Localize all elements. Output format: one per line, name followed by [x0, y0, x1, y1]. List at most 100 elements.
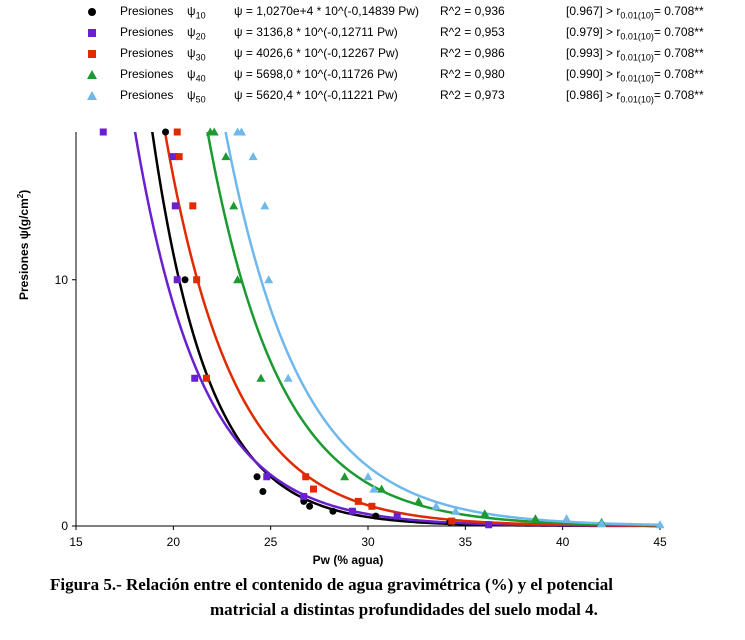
y-axis-label-text: Presiones ψ(g/cm — [17, 198, 31, 300]
data-point — [236, 127, 246, 136]
x-tick-label: 25 — [264, 535, 278, 549]
data-point — [530, 514, 540, 523]
caption-line-1: Figura 5.- Relación entre el contenido d… — [50, 575, 613, 594]
legend-correlation: [0.993] > r0.01(10)= 0.708** — [566, 46, 704, 63]
legend-correlation: [0.979] > r0.01(10)= 0.708** — [566, 25, 704, 42]
legend-series-name: Presiones — [120, 46, 174, 60]
data-point — [655, 520, 665, 529]
legend-correlation-sub: 0.01(10) — [620, 94, 654, 105]
data-point — [485, 521, 493, 529]
data-point — [173, 276, 181, 284]
legend-series-name: Presiones — [120, 88, 174, 102]
legend-r2: R^2 = 0,953 — [440, 25, 505, 39]
legend-entry: Presiones ψ20 ψ = 3136,8 * 10^(-0,12711 Pw… — [0, 25, 745, 45]
data-point — [377, 484, 387, 493]
data-point — [348, 507, 356, 515]
data-point — [162, 128, 170, 136]
fit-curve — [224, 132, 660, 527]
legend-marker — [88, 8, 96, 16]
data-point — [306, 502, 314, 510]
y-axis-label-sup: 2 — [16, 193, 25, 199]
legend-psi-sub: 30 — [195, 52, 206, 63]
data-point — [173, 128, 181, 136]
data-point — [181, 276, 189, 284]
data-point — [448, 517, 456, 525]
data-point — [369, 484, 379, 493]
chart: 15 20 25 30 35 40 45 0 10 Pw (% agua) — [55, 127, 667, 567]
y-tick-label: 10 — [55, 273, 69, 287]
legend-correlation-sub: 0.01(10) — [620, 73, 654, 84]
x-tick-label: 40 — [556, 535, 570, 549]
legend-correlation-sub: 0.01(10) — [620, 10, 654, 21]
legend-correlation: [0.986] > r0.01(10)= 0.708** — [566, 88, 704, 105]
fit-curve — [206, 132, 660, 527]
data-point — [175, 153, 183, 161]
legend-entry: Presiones ψ10 ψ = 1,0270e+4 * 10^(-0,14839… — [0, 4, 745, 24]
data-point — [209, 127, 219, 136]
legend-correlation-sub: 0.01(10) — [620, 52, 654, 63]
legend-correlation-sub: 0.01(10) — [620, 31, 654, 42]
legend-series-name: Presiones — [120, 4, 174, 18]
legend-marker — [87, 91, 97, 100]
fit-curve — [151, 132, 660, 528]
data-point — [597, 519, 607, 528]
data-point — [263, 473, 271, 481]
data-point — [300, 492, 308, 500]
data-point — [221, 152, 231, 161]
legend-correlation: [0.990] > r0.01(10)= 0.708** — [566, 67, 704, 84]
legend-psi: ψ10 — [187, 4, 206, 21]
data-point — [283, 373, 293, 382]
legend-psi-sub: 50 — [195, 94, 206, 105]
data-point — [99, 128, 107, 136]
data-point — [363, 472, 373, 481]
legend-entry: Presiones ψ30 ψ = 4026,6 * 10^(-0,12267 Pw… — [0, 46, 745, 66]
data-point — [368, 502, 376, 510]
legend-entry: Presiones ψ40 ψ = 5698,0 * 10^(-0,11726 Pw… — [0, 67, 745, 87]
data-point — [253, 473, 261, 481]
fit-curve — [163, 132, 660, 527]
data-point — [302, 473, 310, 481]
legend-psi-sub: 20 — [195, 31, 206, 42]
legend-series-name: Presiones — [120, 67, 174, 81]
legend-equation: ψ = 5698,0 * 10^(-0,11726 Pw) — [234, 67, 398, 81]
data-point — [562, 514, 572, 523]
data-point — [259, 488, 267, 496]
legend: Presiones ψ10 ψ = 1,0270e+4 * 10^(-0,14839… — [0, 0, 745, 110]
legend-equation: ψ = 1,0270e+4 * 10^(-0,14839 Pw) — [234, 4, 419, 18]
legend-psi: ψ30 — [187, 46, 206, 63]
data-point — [171, 202, 179, 210]
data-point — [264, 275, 274, 284]
legend-marker — [87, 70, 97, 79]
x-axis-label: Pw (% agua) — [313, 553, 384, 567]
legend-series-name: Presiones — [120, 25, 174, 39]
data-point — [480, 509, 490, 518]
data-point — [256, 373, 266, 382]
data-point — [191, 374, 199, 382]
legend-r2: R^2 = 0,986 — [440, 46, 505, 60]
x-tick-label: 15 — [69, 535, 83, 549]
x-tick-label: 30 — [361, 535, 375, 549]
data-point — [193, 276, 201, 284]
legend-equation: ψ = 4026,6 * 10^(-0,12267 Pw) — [234, 46, 399, 60]
x-tick-label: 35 — [459, 535, 473, 549]
y-axis-label-end: ) — [17, 189, 31, 194]
data-point — [169, 153, 177, 161]
data-point — [354, 497, 362, 505]
legend-psi: ψ50 — [187, 88, 206, 105]
data-point — [260, 201, 270, 210]
data-point — [340, 472, 350, 481]
fit-curve — [133, 132, 660, 528]
legend-psi-sub: 40 — [195, 73, 206, 84]
data-point — [229, 201, 239, 210]
caption-line-2: matricial a distintas profundidades del … — [210, 600, 598, 619]
data-point — [329, 507, 337, 515]
data-point — [233, 275, 243, 284]
legend-r2: R^2 = 0,980 — [440, 67, 505, 81]
x-tick-label: 20 — [167, 535, 181, 549]
legend-psi: ψ20 — [187, 25, 206, 42]
data-point — [189, 202, 197, 210]
data-point — [372, 512, 380, 520]
legend-marker — [88, 29, 96, 37]
data-point — [202, 374, 210, 382]
y-tick-label: 0 — [61, 519, 68, 533]
